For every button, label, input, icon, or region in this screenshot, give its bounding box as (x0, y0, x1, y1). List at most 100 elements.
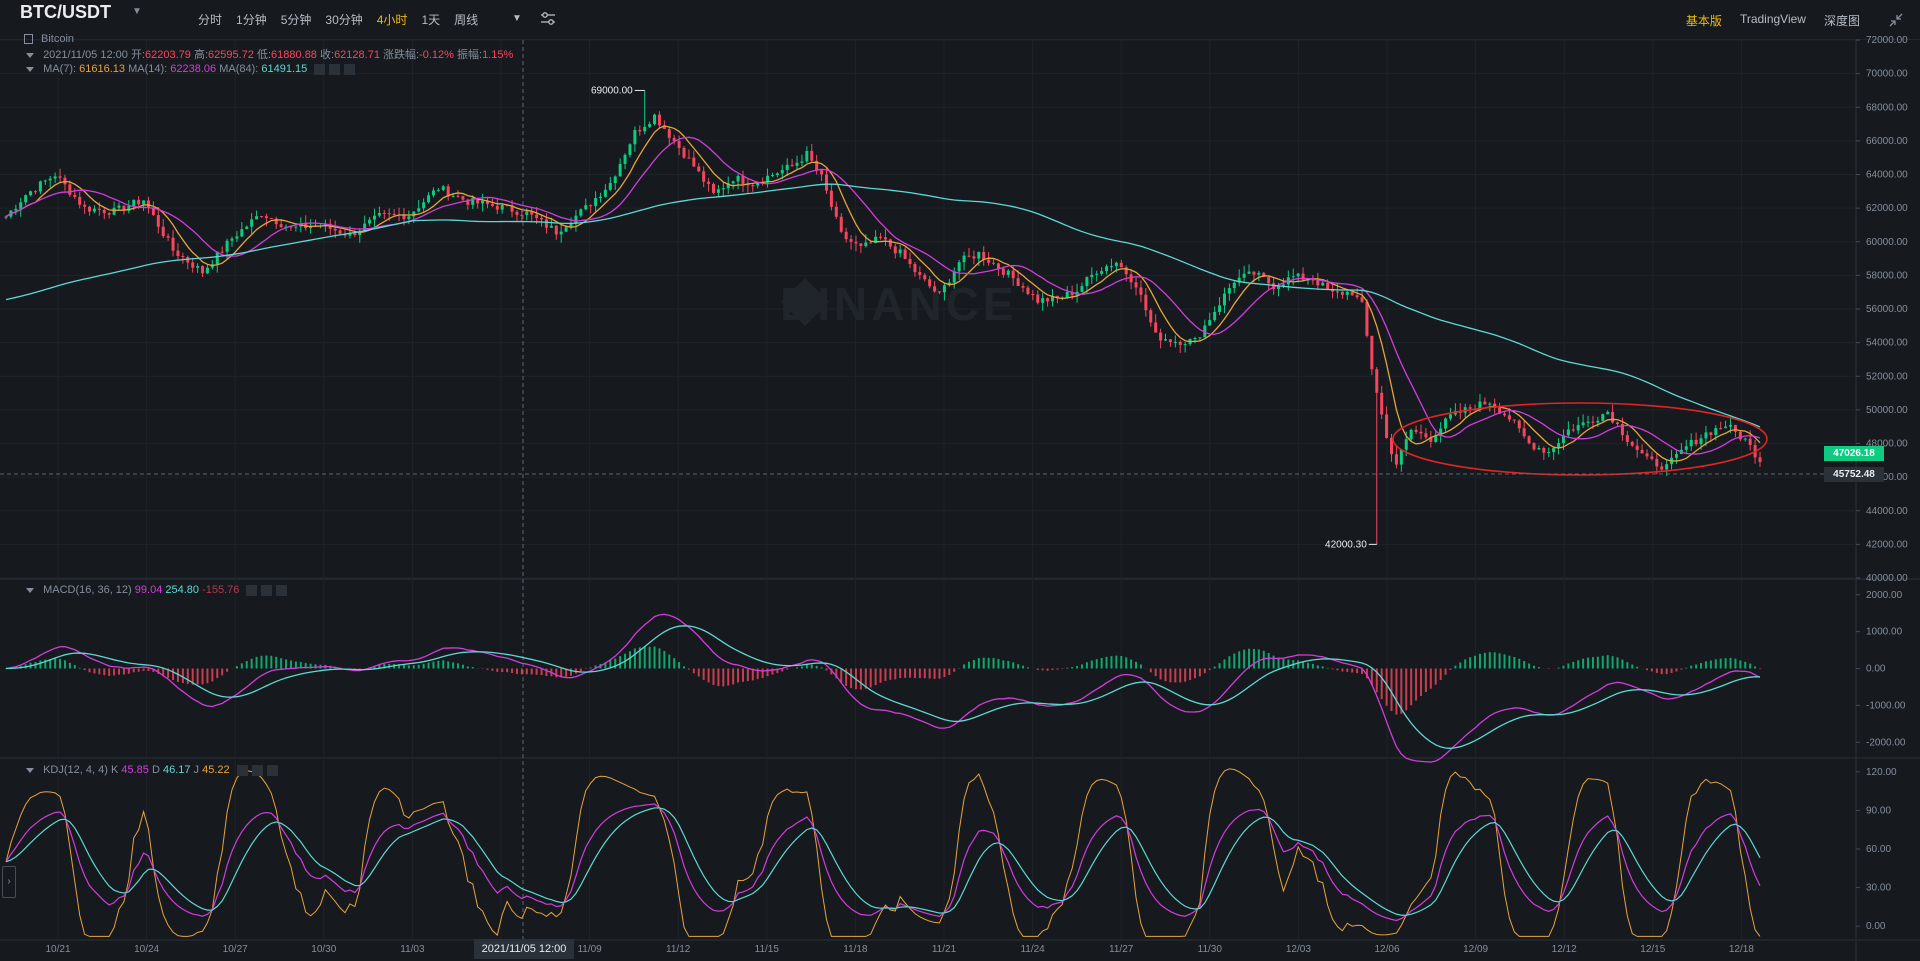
candle-body (24, 195, 28, 203)
candle-body (1041, 298, 1045, 303)
macd-bar (1022, 665, 1025, 669)
macd-bar (761, 668, 764, 679)
macd-bar (457, 663, 460, 669)
macd-bar (1503, 654, 1506, 669)
candle-body (1694, 440, 1698, 445)
interval-tab-2[interactable]: 5分钟 (280, 13, 312, 27)
view-tab-0[interactable]: 基本版 (1685, 14, 1722, 28)
indicator-settings-icon[interactable] (539, 10, 557, 33)
candle-body (1262, 272, 1266, 278)
candle-body (422, 202, 426, 209)
kdj-close-icon[interactable] (266, 764, 278, 776)
candle-body (1606, 411, 1610, 415)
candle-body (1095, 273, 1099, 275)
candle-body (544, 219, 548, 228)
x-tick-label: 11/27 (1109, 944, 1134, 955)
macd-bar (746, 668, 749, 682)
candle-body (43, 180, 47, 182)
candle-body (1419, 431, 1423, 434)
view-tab-1[interactable]: TradingView (1739, 12, 1806, 26)
x-tick-label: 11/12 (666, 944, 691, 955)
macd-bar (1562, 665, 1565, 669)
candle-body (638, 130, 642, 132)
kdj-settings-icon[interactable] (236, 764, 248, 776)
macd-bar (1208, 668, 1211, 671)
macd-bar (727, 668, 730, 686)
candle-body (333, 228, 337, 231)
candle-body (1522, 428, 1526, 437)
macd-bar (1351, 668, 1354, 673)
kdj-tick-label: 90.00 (1866, 805, 1891, 816)
ma-settings-icon[interactable] (314, 63, 326, 75)
macd-bar (683, 666, 686, 669)
interval-tab-0[interactable]: 分时 (198, 13, 223, 27)
coin-icon (24, 34, 33, 45)
symbol-dropdown-icon[interactable]: ▼ (132, 6, 142, 17)
macd-bar (643, 646, 646, 669)
macd-bar (987, 657, 990, 669)
macd-bar (1380, 668, 1383, 700)
interval-more-icon[interactable]: ▼ (512, 13, 522, 24)
candle-body (613, 176, 617, 184)
candle-body (1301, 273, 1305, 280)
candle-body (657, 114, 661, 126)
interval-tab-6[interactable]: 周线 (454, 13, 479, 27)
collapse-ma-icon[interactable] (26, 66, 34, 72)
candle-body (48, 178, 52, 181)
macd-bar (1537, 667, 1540, 669)
macd-bar (1051, 668, 1054, 671)
macd-hide-icon[interactable] (261, 584, 273, 596)
macd-bar (201, 668, 204, 685)
view-tab-2[interactable]: 深度图 (1823, 14, 1860, 28)
interval-tab-1[interactable]: 1分钟 (236, 13, 267, 27)
candle-body (618, 163, 622, 177)
candle-body (1139, 287, 1143, 295)
candle-body (1164, 339, 1168, 341)
candle-body (711, 183, 715, 193)
macd-bar (1336, 668, 1339, 671)
macd-settings-icon[interactable] (246, 584, 258, 596)
candle-body (1340, 291, 1344, 295)
candle-body (1267, 277, 1271, 284)
macd-bar (766, 668, 769, 677)
collapse-icon[interactable] (1888, 12, 1904, 33)
candle-body (1547, 452, 1551, 454)
macd-bar (972, 660, 975, 669)
macd-bar (265, 655, 268, 669)
candle-body (1640, 449, 1644, 454)
kdj-j: 45.22 (202, 764, 230, 776)
macd-bar (928, 668, 931, 679)
macd-bar (132, 668, 135, 673)
candle-body (677, 141, 681, 148)
candle-body (97, 208, 101, 210)
candle-body (1561, 435, 1565, 444)
macd-bar (1616, 657, 1619, 669)
candle-body (1208, 320, 1212, 326)
collapse-kdj-icon[interactable] (26, 767, 34, 773)
price-tick-label: 48000.00 (1866, 439, 1908, 450)
ma-close-icon[interactable] (344, 63, 356, 75)
macd-bar (717, 668, 720, 687)
ma-hide-icon[interactable] (329, 63, 341, 75)
candle-body (1448, 414, 1452, 419)
candle-body (844, 231, 848, 240)
macd-close-icon[interactable] (276, 584, 288, 596)
interval-tab-4[interactable]: 4小时 (376, 13, 408, 27)
interval-tab-5[interactable]: 1天 (421, 13, 441, 27)
interval-tab-3[interactable]: 30分钟 (325, 13, 363, 27)
kdj-hide-icon[interactable] (251, 764, 263, 776)
macd-bar (1754, 666, 1757, 669)
candle-body (957, 262, 961, 272)
macd-bar (49, 658, 52, 669)
macd-bar (142, 668, 145, 671)
candle-body (122, 205, 126, 211)
candle-body (259, 216, 263, 218)
expand-panel-handle[interactable]: › (2, 866, 16, 898)
candle-body (1439, 428, 1443, 437)
macd-bar (1498, 653, 1501, 669)
collapse-legend-icon[interactable] (26, 52, 34, 58)
collapse-macd-icon[interactable] (26, 587, 34, 593)
macd-bar (923, 668, 926, 679)
symbol-title[interactable]: BTC/USDT (20, 2, 111, 22)
